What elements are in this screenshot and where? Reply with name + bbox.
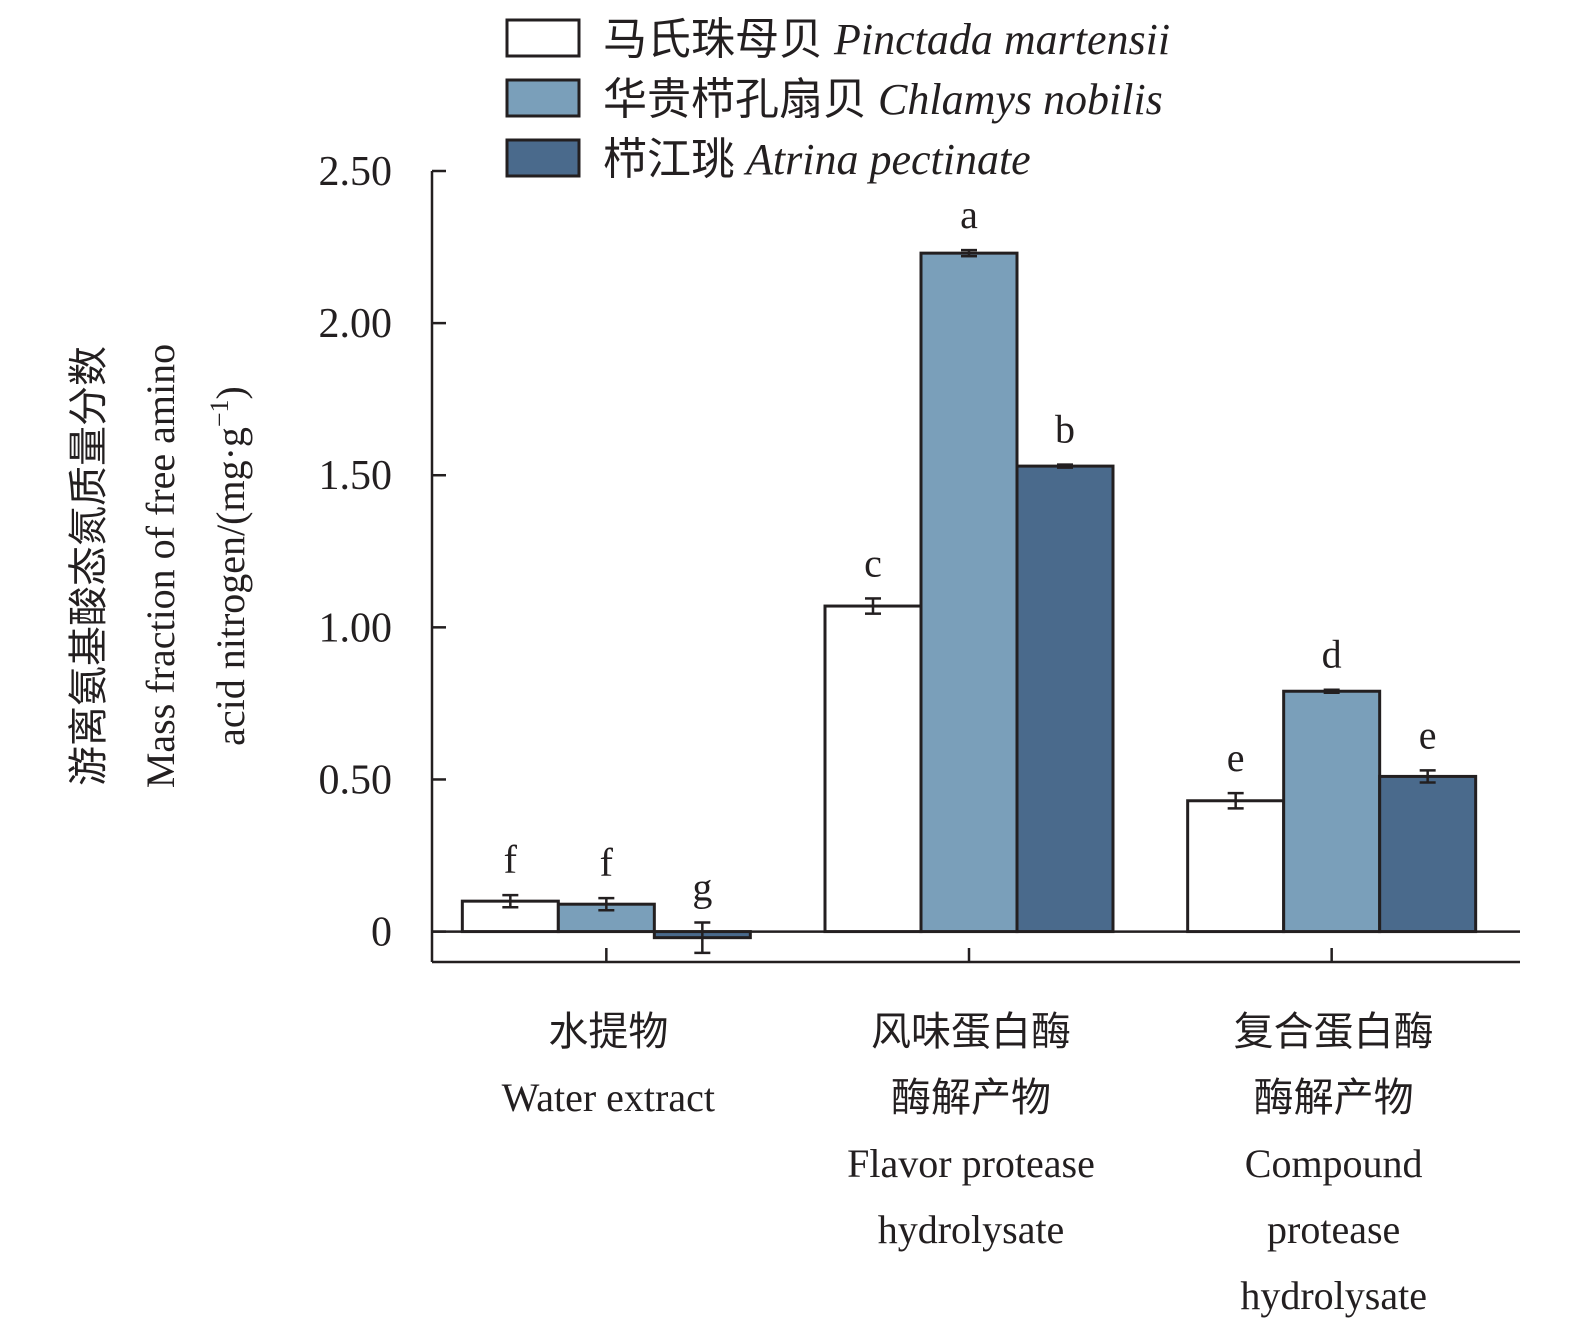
significance-letter: e [1227, 735, 1245, 780]
legend-label-latin: Atrina pectinate [743, 135, 1031, 184]
significance-letter: f [504, 837, 518, 882]
significance-letter: d [1322, 632, 1342, 677]
y-axis-label-text: acid nitrogen/(mg·g [208, 427, 253, 746]
bar [1186, 799, 1286, 934]
legend-label-cn: 栉江珧 [603, 135, 735, 184]
legend-label: 马氏珠母贝 Pinctada martensii [603, 15, 1170, 64]
legend: 马氏珠母贝 Pinctada martensii 华贵栉孔扇贝 Chlamys n… [505, 15, 1170, 184]
category-label: protease [1267, 1207, 1400, 1252]
legend-label: 栉江珧 Atrina pectinate [603, 135, 1031, 184]
legend-label-space [823, 15, 834, 64]
category-label: Flavor protease [847, 1141, 1095, 1186]
bar [919, 251, 1019, 934]
legend-label: 华贵栉孔扇贝 Chlamys nobilis [603, 75, 1163, 124]
significance-letter: f [600, 840, 614, 885]
legend-label-cn: 马氏珠母贝 [603, 15, 823, 64]
category-label: Water extract [502, 1075, 715, 1120]
legend-label-latin: Pinctada martensii [833, 15, 1170, 64]
bar [823, 604, 923, 934]
legend-label-space [735, 135, 746, 184]
significance-letter: g [692, 864, 712, 909]
y-axis-label-superscript: −1 [205, 399, 234, 427]
bar [1015, 464, 1115, 934]
category-label: Compound [1245, 1141, 1423, 1186]
category-label: 风味蛋白酶 [871, 1009, 1071, 1054]
category-label: 酶解产物 [1254, 1075, 1414, 1120]
bar [1378, 774, 1478, 934]
category-label: hydrolysate [878, 1207, 1065, 1252]
y-tick-label: 2.50 [319, 149, 393, 195]
y-tick-label: 2.00 [319, 301, 393, 347]
bars: f f g c a b e d e [460, 192, 1478, 955]
y-tick-label: 0 [371, 910, 392, 956]
category-label: 水提物 [548, 1009, 668, 1054]
y-axis-label-line: 游离氨基酸态氮质量分数 [66, 346, 111, 786]
category-label: 酶解产物 [891, 1075, 1051, 1120]
legend-swatch [505, 138, 581, 178]
category-label: hydrolysate [1240, 1273, 1427, 1318]
category-label: 复合蛋白酶 [1234, 1009, 1434, 1054]
significance-letter: e [1419, 712, 1437, 757]
legend-label-cn: 华贵栉孔扇贝 [603, 75, 867, 124]
bar [1282, 689, 1382, 934]
legend-label-space [867, 75, 878, 124]
y-axis-label-close: ) [208, 386, 253, 399]
y-axis-label-line: Mass fraction of free amino [138, 344, 183, 788]
y-tick-label: 1.00 [319, 605, 393, 651]
y-tick-label: 1.50 [319, 453, 393, 499]
significance-letter: b [1055, 407, 1075, 452]
legend-swatch [505, 78, 581, 118]
legend-swatch [505, 18, 581, 58]
significance-letter: c [864, 540, 882, 585]
legend-label-latin: Chlamys nobilis [878, 75, 1163, 124]
y-axis-label: 游离氨基酸态氮质量分数 Mass fraction of free amino ac… [66, 344, 253, 788]
y-axis-label-line: acid nitrogen/(mg·g−1) [205, 386, 253, 746]
y-tick-label: 0.50 [319, 757, 393, 803]
significance-letter: a [960, 192, 978, 237]
